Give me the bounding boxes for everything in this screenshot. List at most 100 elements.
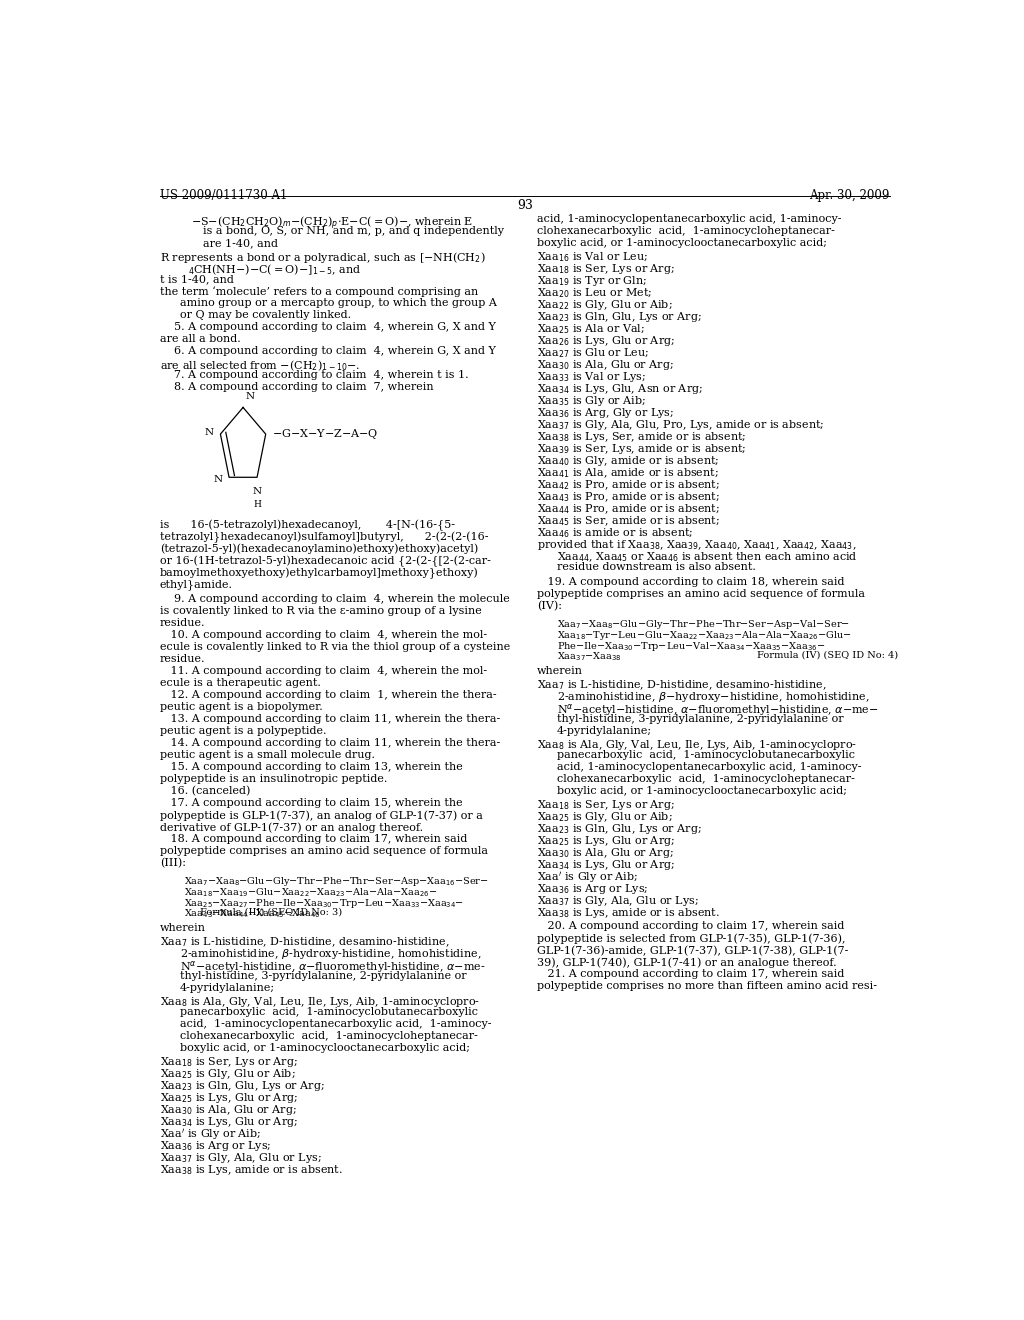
Text: 6. A compound according to claim  4, wherein G, X and Y: 6. A compound according to claim 4, wher… [160,346,496,356]
Text: Xaa$_{22}$ is Gly, Glu or Aib;: Xaa$_{22}$ is Gly, Glu or Aib; [537,298,673,313]
Text: Xaa$_{8}$ is Ala, Gly, Val, Leu, Ile, Lys, Aib, 1-aminocyclopro-: Xaa$_{8}$ is Ala, Gly, Val, Leu, Ile, Ly… [160,995,480,1010]
Text: Xaa$_{25}$ is Lys, Glu or Arg;: Xaa$_{25}$ is Lys, Glu or Arg; [537,834,675,849]
Text: Xaa$_{20}$ is Leu or Met;: Xaa$_{20}$ is Leu or Met; [537,286,652,300]
Text: peutic agent is a biopolymer.: peutic agent is a biopolymer. [160,702,323,713]
Text: provided that if Xaa$_{38}$, Xaa$_{39}$, Xaa$_{40}$, Xaa$_{41}$, Xaa$_{42}$, Xaa: provided that if Xaa$_{38}$, Xaa$_{39}$,… [537,539,856,552]
Text: H: H [253,500,261,508]
Text: or 16-(1H-tetrazol-5-yl)hexadecanoic acid {2-(2-{[2-(2-car-: or 16-(1H-tetrazol-5-yl)hexadecanoic aci… [160,556,490,566]
Text: peutic agent is a polypeptide.: peutic agent is a polypeptide. [160,726,327,737]
Text: Xaa$_{18}$$-$Xaa$_{19}$$-$Glu$-$Xaa$_{22}$$-$Xaa$_{23}$$-$Ala$-$Ala$-$Xaa$_{26}$: Xaa$_{18}$$-$Xaa$_{19}$$-$Glu$-$Xaa$_{22… [183,886,437,899]
Text: 2-aminohistidine, $\beta$$-$hydroxy$-$histidine, homohistidine,: 2-aminohistidine, $\beta$$-$hydroxy$-$hi… [557,690,869,705]
Text: Formula (IV) (SEQ ID No: 4): Formula (IV) (SEQ ID No: 4) [757,651,898,660]
Text: are all selected from $-$(CH$_{2}$)$_{1-10}$$-$.: are all selected from $-$(CH$_{2}$)$_{1-… [160,358,359,372]
Text: 16. (canceled): 16. (canceled) [160,787,250,796]
Text: Xaa$_{23}$ is Gln, Glu, Lys or Arg;: Xaa$_{23}$ is Gln, Glu, Lys or Arg; [537,310,701,325]
Text: Xaa$_{40}$ is Gly, amide or is absent;: Xaa$_{40}$ is Gly, amide or is absent; [537,454,719,469]
Text: peutic agent is a small molecule drug.: peutic agent is a small molecule drug. [160,750,375,760]
Text: Xaa$_{45}$ is Ser, amide or is absent;: Xaa$_{45}$ is Ser, amide or is absent; [537,515,720,528]
Text: is a bond, O, S, or NH, and m, p, and q independently: is a bond, O, S, or NH, and m, p, and q … [204,226,505,236]
Text: Xaa$'$ is Gly or Aib;: Xaa$'$ is Gly or Aib; [160,1127,261,1142]
Text: polypeptide comprises no more than fifteen amino acid resi-: polypeptide comprises no more than fifte… [537,981,877,991]
Text: Xaa$_{30}$ is Ala, Glu or Arg;: Xaa$_{30}$ is Ala, Glu or Arg; [537,358,674,372]
Text: Xaa$_{38}$ is Lys, Ser, amide or is absent;: Xaa$_{38}$ is Lys, Ser, amide or is abse… [537,430,746,445]
Text: 13. A compound according to claim 11, wherein the thera-: 13. A compound according to claim 11, wh… [160,714,500,725]
Text: wherein: wherein [160,924,206,933]
Text: Xaa$_{18}$ is Ser, Lys or Arg;: Xaa$_{18}$ is Ser, Lys or Arg; [160,1056,298,1069]
Text: (IV):: (IV): [537,601,562,611]
Text: 7. A compound according to claim  4, wherein t is 1.: 7. A compound according to claim 4, wher… [160,370,468,380]
Text: thyl-histidine, 3-pyridylalanine, 2-pyridylalanine or: thyl-histidine, 3-pyridylalanine, 2-pyri… [557,714,843,725]
Text: Xaa$_{16}$ is Val or Leu;: Xaa$_{16}$ is Val or Leu; [537,251,647,264]
Text: Apr. 30, 2009: Apr. 30, 2009 [810,189,890,202]
Text: Xaa$_{34}$ is Lys, Glu, Asn or Arg;: Xaa$_{34}$ is Lys, Glu, Asn or Arg; [537,383,702,396]
Text: 20. A compound according to claim 17, wherein said: 20. A compound according to claim 17, wh… [537,921,844,932]
Text: Xaa$_{36}$ is Arg or Lys;: Xaa$_{36}$ is Arg or Lys; [160,1139,271,1154]
Text: Xaa$_{7}$ is L-histidine, D-histidine, desamino-histidine,: Xaa$_{7}$ is L-histidine, D-histidine, d… [160,936,450,949]
Text: tetrazolyl}hexadecanoyl)sulfamoyl]butyryl,      2-(2-(2-(16-: tetrazolyl}hexadecanoyl)sulfamoyl]butyry… [160,531,488,543]
Text: acid,  1-aminocyclopentanecarboxylic acid,  1-aminocy-: acid, 1-aminocyclopentanecarboxylic acid… [179,1019,492,1030]
Text: N: N [253,487,261,496]
Text: polypeptide comprises an amino acid sequence of formula: polypeptide comprises an amino acid sequ… [160,846,487,857]
Text: 21. A compound according to claim 17, wherein said: 21. A compound according to claim 17, wh… [537,969,844,979]
Text: Xaa$_{23}$ is Gln, Glu, Lys or Arg;: Xaa$_{23}$ is Gln, Glu, Lys or Arg; [537,822,701,837]
Text: is      16-(5-tetrazolyl)hexadecanoyl,       4-[N-(16-{5-: is 16-(5-tetrazolyl)hexadecanoyl, 4-[N-(… [160,519,455,531]
Text: 93: 93 [517,199,532,213]
Text: 15. A compound according to claim 13, wherein the: 15. A compound according to claim 13, wh… [160,762,463,772]
Text: 14. A compound according to claim 11, wherein the thera-: 14. A compound according to claim 11, wh… [160,738,500,748]
Text: Xaa$_{7}$$-$Xaa$_{8}$$-$Glu$-$Gly$-$Thr$-$Phe$-$Thr$-$Ser$-$Asp$-$Xaa$_{16}$$-$S: Xaa$_{7}$$-$Xaa$_{8}$$-$Glu$-$Gly$-$Thr$… [183,875,488,888]
Text: thyl-histidine, 3-pyridylalanine, 2-pyridylalanine or: thyl-histidine, 3-pyridylalanine, 2-pyri… [179,972,466,981]
Text: US 2009/0111730 A1: US 2009/0111730 A1 [160,189,287,202]
Text: derivative of GLP-1(7-37) or an analog thereof.: derivative of GLP-1(7-37) or an analog t… [160,822,423,833]
Text: 17. A compound according to claim 15, wherein the: 17. A compound according to claim 15, wh… [160,799,463,808]
Text: polypeptide is an insulinotropic peptide.: polypeptide is an insulinotropic peptide… [160,774,387,784]
Text: residue downstream is also absent.: residue downstream is also absent. [557,562,756,572]
Text: Xaa$_{37}$$-$Xaa$_{38}$: Xaa$_{37}$$-$Xaa$_{38}$ [557,651,622,664]
Text: acid, 1-aminocyclopentanecarboxylic acid, 1-aminocy-: acid, 1-aminocyclopentanecarboxylic acid… [557,763,861,772]
Text: (III):: (III): [160,858,185,869]
Text: ecule is covalently linked to R via the thiol group of a cysteine: ecule is covalently linked to R via the … [160,643,510,652]
Text: Xaa$_{46}$ is amide or is absent;: Xaa$_{46}$ is amide or is absent; [537,527,693,540]
Text: Xaa$_{25}$ is Gly, Glu or Aib;: Xaa$_{25}$ is Gly, Glu or Aib; [537,810,673,825]
Text: N$^{\alpha}$$-$acetyl-histidine, $\alpha$$-$fluoromethyl-histidine, $\alpha$$-$m: N$^{\alpha}$$-$acetyl-histidine, $\alpha… [179,960,485,975]
Text: Xaa$_{36}$ is Arg or Lys;: Xaa$_{36}$ is Arg or Lys; [537,882,648,896]
Text: 4-pyridylalanine;: 4-pyridylalanine; [557,726,651,737]
Text: Xaa$_{35}$ is Gly or Aib;: Xaa$_{35}$ is Gly or Aib; [537,395,646,408]
Text: residue.: residue. [160,618,205,628]
Text: residue.: residue. [160,655,205,664]
Text: 12. A compound according to claim  1, wherein the thera-: 12. A compound according to claim 1, whe… [160,690,497,700]
Text: ecule is a therapeutic agent.: ecule is a therapeutic agent. [160,678,321,688]
Text: Xaa$_{25}$ is Ala or Val;: Xaa$_{25}$ is Ala or Val; [537,322,645,335]
Text: (tetrazol-5-yl)(hexadecanoylamino)ethoxy)ethoxy)acetyl): (tetrazol-5-yl)(hexadecanoylamino)ethoxy… [160,544,478,554]
Text: Xaa$_{25}$$-$Xaa$_{27}$$-$Phe$-$Ile$-$Xaa$_{30}$$-$Trp$-$Leu$-$Xaa$_{33}$$-$Xaa$: Xaa$_{25}$$-$Xaa$_{27}$$-$Phe$-$Ile$-$Xa… [183,896,464,909]
Text: $_{4}$CH(NH$-$)$-$C($=$O)$-$]$_{1-5}$, and: $_{4}$CH(NH$-$)$-$C($=$O)$-$]$_{1-5}$, a… [187,263,360,277]
Text: acid, 1-aminocyclopentanecarboxylic acid, 1-aminocy-: acid, 1-aminocyclopentanecarboxylic acid… [537,214,841,224]
Text: N: N [205,428,214,437]
Text: Xaa$_{8}$ is Ala, Gly, Val, Leu, Ile, Lys, Aib, 1-aminocyclopro-: Xaa$_{8}$ is Ala, Gly, Val, Leu, Ile, Ly… [537,738,857,752]
Text: Xaa$_{25}$ is Gly, Glu or Aib;: Xaa$_{25}$ is Gly, Glu or Aib; [160,1068,295,1081]
Text: R represents a bond or a polyradical, such as [$-$NH(CH$_{2}$): R represents a bond or a polyradical, su… [160,251,485,265]
Text: panecarboxylic  acid,  1-aminocyclobutanecarboxylic: panecarboxylic acid, 1-aminocyclobutanec… [557,751,855,760]
Text: Xaa$_{43}$ is Pro, amide or is absent;: Xaa$_{43}$ is Pro, amide or is absent; [537,490,720,504]
Text: Xaa$_{18}$$-$Tyr$-$Leu$-$Glu$-$Xaa$_{22}$$-$Xaa$_{23}$$-$Ala$-$Ala$-$Xaa$_{26}$$: Xaa$_{18}$$-$Tyr$-$Leu$-$Glu$-$Xaa$_{22}… [557,630,851,642]
Text: is covalently linked to R via the ε-amino group of a lysine: is covalently linked to R via the ε-amin… [160,606,481,616]
Text: 11. A compound according to claim  4, wherein the mol-: 11. A compound according to claim 4, whe… [160,667,486,676]
Text: GLP-1(7-36)-amide, GLP-1(7-37), GLP-1(7-38), GLP-1(7-: GLP-1(7-36)-amide, GLP-1(7-37), GLP-1(7-… [537,945,848,956]
Text: clohexanecarboxylic  acid,  1-aminocycloheptanecar-: clohexanecarboxylic acid, 1-aminocyclohe… [537,226,835,236]
Text: Xaa$_{23}$ is Gln, Glu, Lys or Arg;: Xaa$_{23}$ is Gln, Glu, Lys or Arg; [160,1080,325,1093]
Text: amino group or a mercapto group, to which the group A: amino group or a mercapto group, to whic… [179,298,497,309]
Text: Xaa$_{26}$ is Lys, Glu or Arg;: Xaa$_{26}$ is Lys, Glu or Arg; [537,334,675,348]
Text: Xaa$_{43}$$-$Xaa$_{44}$$-$Xaa$_{45}$$-$Xaa$_{46}$: Xaa$_{43}$$-$Xaa$_{44}$$-$Xaa$_{45}$$-$X… [183,908,319,920]
Text: 2-aminohistidine, $\beta$-hydroxy-histidine, homohistidine,: 2-aminohistidine, $\beta$-hydroxy-histid… [179,948,481,961]
Text: Xaa$_{34}$ is Lys, Glu or Arg;: Xaa$_{34}$ is Lys, Glu or Arg; [537,858,675,873]
Text: Phe$-$Ile$-$Xaa$_{30}$$-$Trp$-$Leu$-$Val$-$Xaa$_{34}$$-$Xaa$_{35}$$-$Xaa$_{36}$$: Phe$-$Ile$-$Xaa$_{30}$$-$Trp$-$Leu$-$Val… [557,640,825,653]
Text: Xaa$_{27}$ is Glu or Leu;: Xaa$_{27}$ is Glu or Leu; [537,346,649,360]
Text: Formula (III) (SEQ ID No: 3): Formula (III) (SEQ ID No: 3) [200,908,342,916]
Text: 39), GLP-1(740), GLP-1(7-41) or an analogue thereof.: 39), GLP-1(740), GLP-1(7-41) or an analo… [537,957,837,968]
Text: wherein: wherein [537,667,583,676]
Text: polypeptide is GLP-1(7-37), an analog of GLP-1(7-37) or a: polypeptide is GLP-1(7-37), an analog of… [160,810,482,821]
Text: clohexanecarboxylic  acid,  1-aminocycloheptanecar-: clohexanecarboxylic acid, 1-aminocyclohe… [179,1031,477,1041]
Text: 10. A compound according to claim  4, wherein the mol-: 10. A compound according to claim 4, whe… [160,630,486,640]
Text: Xaa$_{37}$ is Gly, Ala, Glu or Lys;: Xaa$_{37}$ is Gly, Ala, Glu or Lys; [160,1151,322,1166]
Text: the term ‘molecule’ refers to a compound comprising an: the term ‘molecule’ refers to a compound… [160,286,478,297]
Text: t is 1-40, and: t is 1-40, and [160,275,233,284]
